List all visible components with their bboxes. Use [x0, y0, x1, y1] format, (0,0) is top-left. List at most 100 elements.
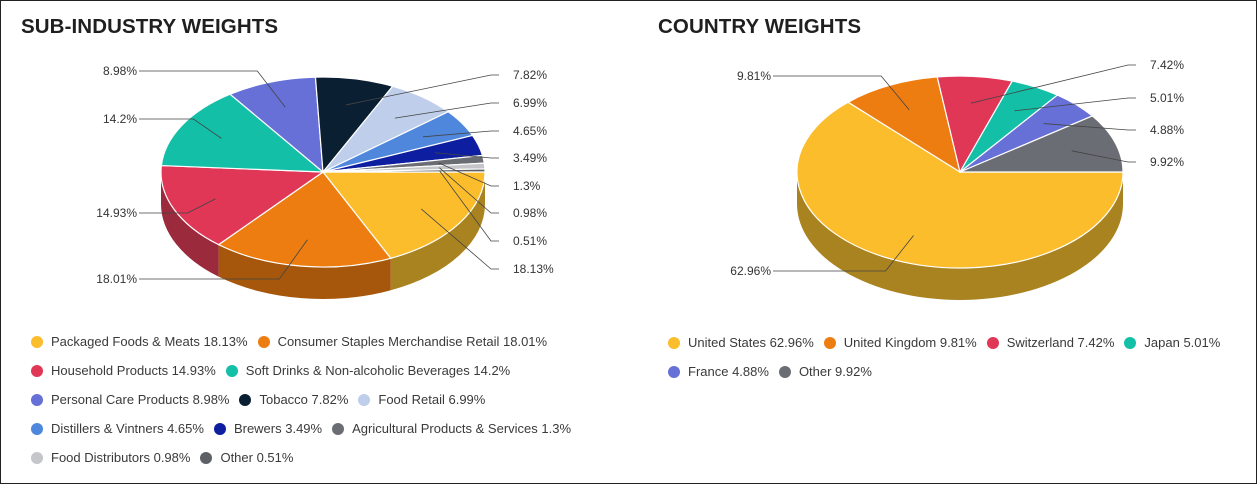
legend-swatch [257, 335, 270, 348]
leader-line [139, 70, 286, 108]
pie-side-group [161, 172, 485, 299]
leader-line [438, 162, 499, 187]
pie-slice[interactable] [959, 115, 1124, 173]
data-label: 6.99% [513, 96, 547, 110]
legend-label: France 4.88% [688, 364, 769, 379]
legend-item[interactable]: United States 62.96% [668, 335, 814, 350]
data-label: 9.92% [1150, 155, 1184, 169]
legend-swatch [778, 365, 791, 378]
legend-swatch [225, 364, 238, 377]
legend-swatch [200, 451, 213, 464]
leader-line [345, 74, 499, 106]
legend-label: Distillers & Vintners 4.65% [51, 421, 204, 436]
data-label-group: 8.98% 14.2% 14.93% 18.01% 7.82% 6.99% 4.65% 3.4… [96, 64, 554, 286]
legend-item[interactable]: France 4.88% [668, 364, 769, 379]
pie-slice[interactable] [322, 168, 486, 173]
legend-swatch [31, 335, 43, 348]
legend-item[interactable]: Personal Care Products 8.98% [31, 392, 229, 407]
legend-row: Household Products 14.93% Soft Drinks & N… [31, 356, 581, 385]
pie-slice-side [218, 244, 391, 299]
pie-top-group [796, 75, 1124, 269]
legend-label: Brewers 3.49% [233, 421, 323, 436]
data-label: 8.98% [103, 64, 137, 78]
legend-item[interactable]: Tobacco 7.82% [239, 392, 348, 407]
legend-row: Packaged Foods & Meats 18.13% Consumer St… [31, 327, 581, 356]
legend-item[interactable]: United Kingdom 9.81% [823, 335, 977, 350]
legend-label: Other 0.51% [220, 450, 294, 465]
legend-item[interactable]: Food Retail 6.99% [358, 392, 485, 407]
legend-swatch [1124, 336, 1137, 349]
legend-row: United States 62.96% United Kingdom 9.81%… [668, 328, 1230, 357]
pie-slice[interactable] [160, 164, 325, 246]
pie-slice[interactable] [217, 171, 392, 268]
pie-slice[interactable] [321, 171, 486, 259]
legend-item[interactable]: Japan 5.01% [1124, 335, 1220, 350]
leader-line [434, 152, 499, 159]
legend-item[interactable]: Soft Drinks & Non-alcoholic Beverages 14… [225, 363, 511, 378]
leader-line [439, 167, 499, 214]
legend-item[interactable]: Packaged Foods & Meats 18.13% [31, 334, 248, 349]
data-label: 4.65% [513, 124, 547, 138]
leader-line [970, 64, 1136, 104]
legend-item[interactable]: Switzerland 7.42% [986, 335, 1114, 350]
legend-item[interactable]: Brewers 3.49% [213, 421, 323, 436]
data-label-group: 9.81% 62.96% 7.42% 5.01% 4.88% 9.92% [730, 58, 1184, 278]
legend-row: Distillers & Vintners 4.65% Brewers 3.49%… [31, 414, 581, 443]
legend-swatch [823, 336, 836, 349]
leader-line [422, 130, 499, 138]
legend-swatch [668, 336, 680, 349]
leader-line [1014, 97, 1136, 112]
legend-item[interactable]: Other 9.92% [778, 364, 872, 379]
legend-label: Other 9.92% [798, 364, 872, 379]
leader-line [420, 208, 499, 270]
legend-swatch [31, 364, 43, 377]
data-label: 18.01% [96, 272, 137, 286]
legend-label: Packaged Foods & Meats 18.13% [51, 334, 248, 349]
country-legend: United States 62.96% United Kingdom 9.81%… [668, 328, 1230, 386]
country-pie-chart: 9.81% 62.96% 7.42% 5.01% 4.88% 9.92% [730, 58, 1184, 300]
leader-line [139, 239, 308, 280]
legend-label: Food Distributors 0.98% [51, 450, 191, 465]
legend-swatch [31, 422, 43, 435]
leader-line [139, 118, 222, 139]
data-label: 1.3% [513, 179, 541, 193]
pie-slice[interactable] [796, 101, 1124, 269]
legend-label: Soft Drinks & Non-alcoholic Beverages 14… [245, 363, 511, 378]
legend-swatch [213, 422, 226, 435]
legend-item[interactable]: Agricultural Products & Services 1.3% [332, 421, 571, 436]
data-label: 62.96% [730, 264, 771, 278]
legend-item[interactable]: Household Products 14.93% [31, 363, 216, 378]
legend-swatch [358, 393, 371, 406]
legend-label: Agricultural Products & Services 1.3% [352, 421, 572, 436]
pie-slice[interactable] [160, 93, 325, 173]
legend-label: Food Retail 6.99% [378, 392, 486, 407]
legend-swatch [31, 393, 43, 406]
pie-top-group [160, 76, 486, 268]
data-label: 0.51% [513, 234, 547, 248]
data-label: 9.81% [737, 69, 771, 83]
legend-item[interactable]: Food Distributors 0.98% [31, 450, 190, 465]
legend-label: United States 62.96% [688, 335, 814, 350]
legend-label: Household Products 14.93% [51, 363, 216, 378]
leader-line [1043, 123, 1136, 131]
data-label: 3.49% [513, 151, 547, 165]
data-label: 0.98% [513, 206, 547, 220]
legend-label: Consumer Staples Merchandise Retail 18.0… [277, 334, 548, 349]
pie-slice[interactable] [228, 76, 324, 174]
pie-slice-side [161, 172, 219, 277]
legend-item[interactable]: Distillers & Vintners 4.65% [31, 421, 204, 436]
pie-slice-side [797, 172, 1123, 300]
legend-item[interactable]: Consumer Staples Merchandise Retail 18.0… [257, 334, 548, 349]
leader-line [773, 235, 914, 272]
legend-row: Personal Care Products 8.98% Tobacco 7.82… [31, 385, 581, 414]
data-label: 4.88% [1150, 123, 1184, 137]
data-label: 5.01% [1150, 91, 1184, 105]
pie-slice-side [390, 172, 485, 291]
legend-label: Personal Care Products 8.98% [51, 392, 230, 407]
pie-side-group [797, 172, 1123, 300]
data-label: 14.2% [103, 112, 137, 126]
leader-line [139, 198, 216, 214]
sub-industry-legend: Packaged Foods & Meats 18.13% Consumer St… [31, 327, 581, 472]
legend-item[interactable]: Other 0.51% [200, 450, 293, 465]
